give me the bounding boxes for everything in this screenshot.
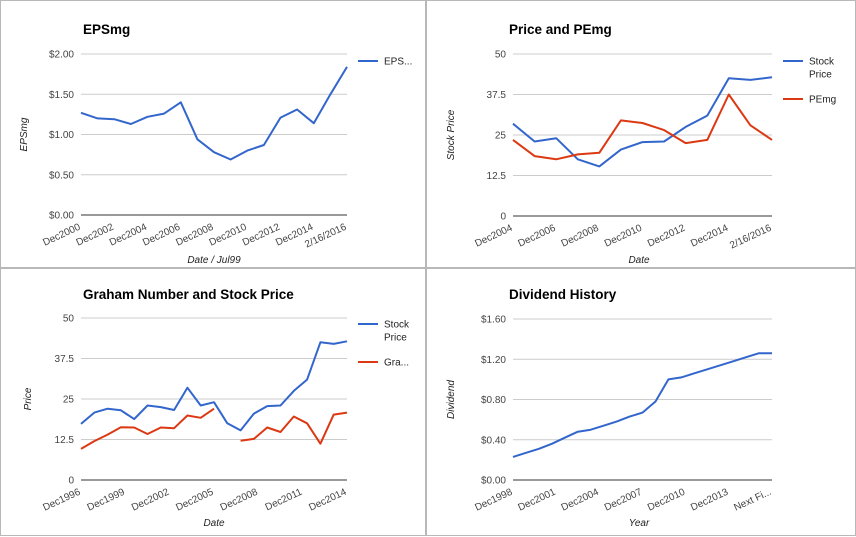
x-tick-label: Dec2002	[130, 487, 171, 514]
series-line-1	[512, 352, 772, 458]
price-pemg-chart-panel: Price and PEmg 0 12.5 25 37.5 50 Dec2004 Dec200…	[426, 0, 856, 268]
x-tick-label: Dec2004	[560, 487, 601, 514]
x-tick-label: Dec1996	[41, 487, 82, 514]
chart-title: Graham Number and Stock Price	[83, 287, 294, 302]
chart-svg: Dividend History $0.00 $0.40 $0.80 $1.20 $1.6…	[446, 287, 773, 529]
x-tick-label: Dec2014	[689, 223, 730, 250]
x-tick-label: Dec1999	[86, 487, 127, 514]
x-tick-label: Dec2007	[603, 487, 644, 514]
y-tick-label: $0.00	[49, 211, 74, 222]
series-line-1	[80, 66, 348, 161]
x-tick-label: Dec2014	[307, 487, 348, 514]
x-tick-label: Dec2011	[264, 487, 305, 514]
legend-label: Stock Price	[384, 320, 410, 344]
y-tick-label: 25	[495, 131, 507, 142]
series-line-2	[512, 93, 773, 161]
x-tick-label: Dec2008	[560, 223, 601, 250]
chart-svg: Graham Number and Stock Price 0 12.5 25 37.5…	[23, 287, 410, 529]
y-axis-title: Price	[23, 387, 34, 410]
y-axis-title: EPSmg	[19, 117, 30, 151]
legend-label: EPS...	[384, 57, 412, 68]
graham-number-chart-panel: Graham Number and Stock Price 0 12.5 25 37.5…	[0, 268, 426, 536]
series-line-1	[80, 340, 348, 432]
x-axis-title: Date	[203, 518, 225, 529]
y-tick-label: 37.5	[55, 354, 75, 365]
y-axis-title: Dividend	[446, 380, 457, 419]
y-tick-label: 0	[500, 212, 506, 223]
y-tick-label: $1.50	[49, 90, 74, 101]
x-tick-label: Dec2001	[517, 487, 558, 514]
y-tick-label: 12.5	[487, 171, 507, 182]
epsmg-chart-panel: EPSmg $0.00 $0.50 $1.00 $1.50 $2.00 Dec2000 Dec…	[0, 0, 426, 268]
y-tick-label: $2.00	[49, 50, 74, 61]
series-line-2	[80, 407, 348, 450]
y-tick-label: 0	[68, 476, 74, 487]
y-tick-label: $1.00	[49, 130, 74, 141]
dividend-history-chart-panel: Dividend History $0.00 $0.40 $0.80 $1.20 $1.6…	[426, 268, 856, 536]
x-tick-label: 2/16/2016	[728, 223, 773, 252]
x-axis-title: Year	[629, 518, 650, 529]
x-tick-label: Dec2006	[517, 223, 558, 250]
y-tick-label: 37.5	[487, 90, 507, 101]
y-tick-label: 25	[63, 395, 75, 406]
chart-svg: EPSmg$0.00$0.50$1.00$1.50$2.00Dec2000Dec…	[19, 22, 412, 266]
y-tick-label: 50	[495, 50, 507, 61]
series-line-1	[512, 76, 773, 168]
x-tick-label: Dec1998	[473, 487, 514, 514]
y-tick-label: 12.5	[55, 435, 75, 446]
x-tick-label: Dec2005	[174, 487, 215, 514]
x-tick-label: Dec2010	[603, 223, 644, 250]
y-tick-label: $0.00	[481, 476, 506, 487]
legend-label: Gra...	[384, 358, 409, 369]
y-tick-label: $1.20	[481, 355, 506, 366]
x-tick-label: Dec2012	[646, 223, 687, 250]
x-tick-label: Dec2004	[473, 223, 514, 250]
legend-label: PEmg	[809, 95, 836, 106]
y-tick-label: $0.80	[481, 395, 506, 406]
y-tick-label: $0.40	[481, 435, 506, 446]
y-tick-label: $0.50	[49, 170, 74, 181]
y-axis-title: Stock Price	[446, 109, 457, 160]
legend-label: Stock Price	[809, 57, 835, 81]
y-tick-label: $1.60	[481, 315, 506, 326]
x-tick-label: Dec2013	[689, 487, 730, 514]
chart-title: Dividend History	[509, 287, 617, 302]
x-tick-label: Dec2010	[646, 487, 687, 514]
chart-title: Price and PEmg	[509, 22, 612, 37]
x-tick-label: Next Fi...	[732, 487, 773, 514]
x-axis-title: Date	[628, 255, 650, 266]
x-tick-label: Dec2008	[219, 487, 260, 514]
y-tick-label: 50	[63, 314, 75, 325]
chart-title: EPSmg	[83, 22, 130, 37]
x-axis-title: Date / Jul99	[187, 255, 241, 266]
